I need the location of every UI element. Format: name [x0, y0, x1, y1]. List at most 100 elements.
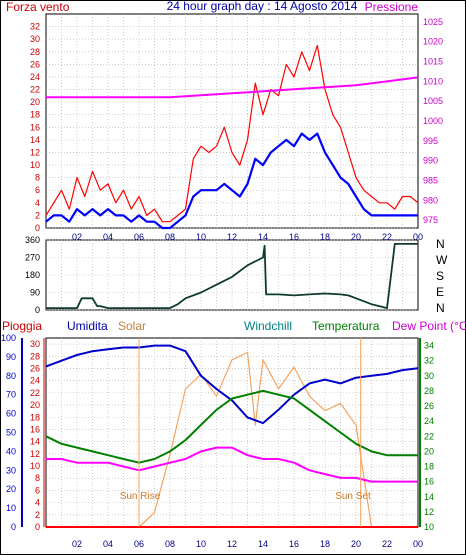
x-tick-label: 18 [320, 232, 330, 242]
rain-tick-label: 28 [30, 351, 40, 361]
x-tick-label: 22 [382, 232, 392, 242]
temperature-tick-label: 16 [424, 477, 434, 487]
wind-tick-label: 28 [30, 47, 40, 57]
compass-label: N [436, 237, 445, 251]
wind-tick-label: 32 [30, 22, 40, 32]
temperature-tick-label: 20 [424, 446, 434, 456]
humidity-tick-label: 60 [6, 409, 16, 419]
rain-tick-label: 4 [35, 498, 40, 508]
temperature-tick-label: 24 [424, 416, 434, 426]
wind-tick-label: 26 [30, 59, 40, 69]
humidity-tick-label: 100 [1, 333, 16, 343]
pressure-tick-label: 985 [423, 175, 438, 185]
legend-rain: Pioggia [2, 319, 42, 333]
humidity-tick-label: 10 [6, 503, 16, 513]
humidity-tick-label: 20 [6, 484, 16, 494]
graph-title: 24 hour graph day : 14 Agosto 2014 [167, 0, 358, 13]
pressure-tick-label: 1010 [423, 76, 443, 86]
humidity-tick-label: 0 [11, 522, 16, 532]
wind-gust-line [45, 44, 419, 223]
x-tick-label: 12 [227, 232, 237, 242]
rain-tick-label: 20 [30, 400, 40, 410]
x-tick-label: 14 [258, 232, 268, 242]
direction-tick-label: 90 [30, 288, 40, 298]
direction-tick-label: 0 [35, 305, 40, 315]
legend-humidity: Umidita [67, 319, 108, 333]
rain-tick-label: 26 [30, 363, 40, 373]
x-tick-label: 02 [72, 539, 82, 549]
rain-tick-label: 2 [35, 510, 40, 520]
humidity-line [45, 344, 419, 425]
sunrise-label: Sun Rise [120, 491, 161, 502]
x-tick-label: 08 [165, 539, 175, 549]
wind-tick-label: 14 [30, 135, 40, 145]
temperature-tick-label: 14 [424, 492, 434, 502]
wind-tick-label: 18 [30, 110, 40, 120]
rain-tick-label: 0 [35, 522, 40, 532]
x-tick-label: 08 [165, 232, 175, 242]
pressure-tick-label: 1025 [423, 17, 443, 27]
x-tick-label: 06 [134, 232, 144, 242]
temperature-tick-label: 26 [424, 401, 434, 411]
legend-solar: Solar [118, 319, 146, 333]
pressure-tick-label: 1000 [423, 116, 443, 126]
temperature-tick-label: 34 [424, 341, 434, 351]
x-tick-label: 14 [258, 539, 268, 549]
rain-tick-label: 12 [30, 449, 40, 459]
compass-label: E [436, 285, 444, 299]
wind-tick-label: 24 [30, 72, 40, 82]
temperature-tick-label: 30 [424, 371, 434, 381]
rain-tick-label: 10 [30, 461, 40, 471]
pressure-tick-label: 975 [423, 215, 438, 225]
wind-tick-label: 30 [30, 34, 40, 44]
rain-tick-label: 14 [30, 437, 40, 447]
pressure-tick-label: 1015 [423, 57, 443, 67]
pressure-label: Pressione [365, 0, 419, 14]
compass-label: S [436, 269, 444, 283]
rain-tick-label: 16 [30, 424, 40, 434]
pressure-line [46, 76, 419, 99]
wind-tick-label: 10 [30, 160, 40, 170]
x-tick-label: 10 [196, 232, 206, 242]
rain-tick-label: 6 [35, 485, 40, 495]
rain-tick-label: 22 [30, 388, 40, 398]
pressure-tick-label: 995 [423, 136, 438, 146]
temperature-tick-label: 18 [424, 462, 434, 472]
legend-dewpoint: Dew Point (°C) [392, 319, 466, 333]
temperature-tick-label: 22 [424, 431, 434, 441]
pressure-tick-label: 990 [423, 156, 438, 166]
x-tick-label: 16 [289, 539, 299, 549]
x-tick-label: 04 [103, 539, 113, 549]
x-tick-label: 04 [103, 232, 113, 242]
compass-label: W [436, 253, 448, 267]
rain-tick-label: 24 [30, 376, 40, 386]
wind-tick-label: 12 [30, 147, 40, 157]
wind-direction-line [46, 242, 418, 310]
temperature-line [45, 389, 418, 464]
temperature-tick-label: 32 [424, 356, 434, 366]
humidity-tick-label: 40 [6, 446, 16, 456]
x-tick-label: 22 [382, 539, 392, 549]
x-tick-label: 00 [413, 232, 423, 242]
wind-average-line [45, 132, 418, 230]
x-tick-label: 12 [227, 539, 237, 549]
wind-tick-label: 4 [35, 198, 40, 208]
wind-tick-label: 16 [30, 122, 40, 132]
wind-tick-label: 6 [35, 185, 40, 195]
dewpoint-line [46, 446, 418, 483]
temperature-tick-label: 12 [424, 507, 434, 517]
direction-tick-label: 270 [25, 253, 40, 263]
direction-tick-label: 180 [25, 270, 40, 280]
humidity-tick-label: 80 [6, 371, 16, 381]
temperature-tick-label: 28 [424, 386, 434, 396]
x-tick-label: 00 [413, 539, 423, 549]
rain-tick-label: 18 [30, 412, 40, 422]
x-tick-label: 06 [134, 539, 144, 549]
x-tick-label: 20 [351, 539, 361, 549]
wind-tick-label: 0 [35, 223, 40, 233]
direction-tick-label: 360 [25, 235, 40, 245]
x-tick-label: 16 [289, 232, 299, 242]
